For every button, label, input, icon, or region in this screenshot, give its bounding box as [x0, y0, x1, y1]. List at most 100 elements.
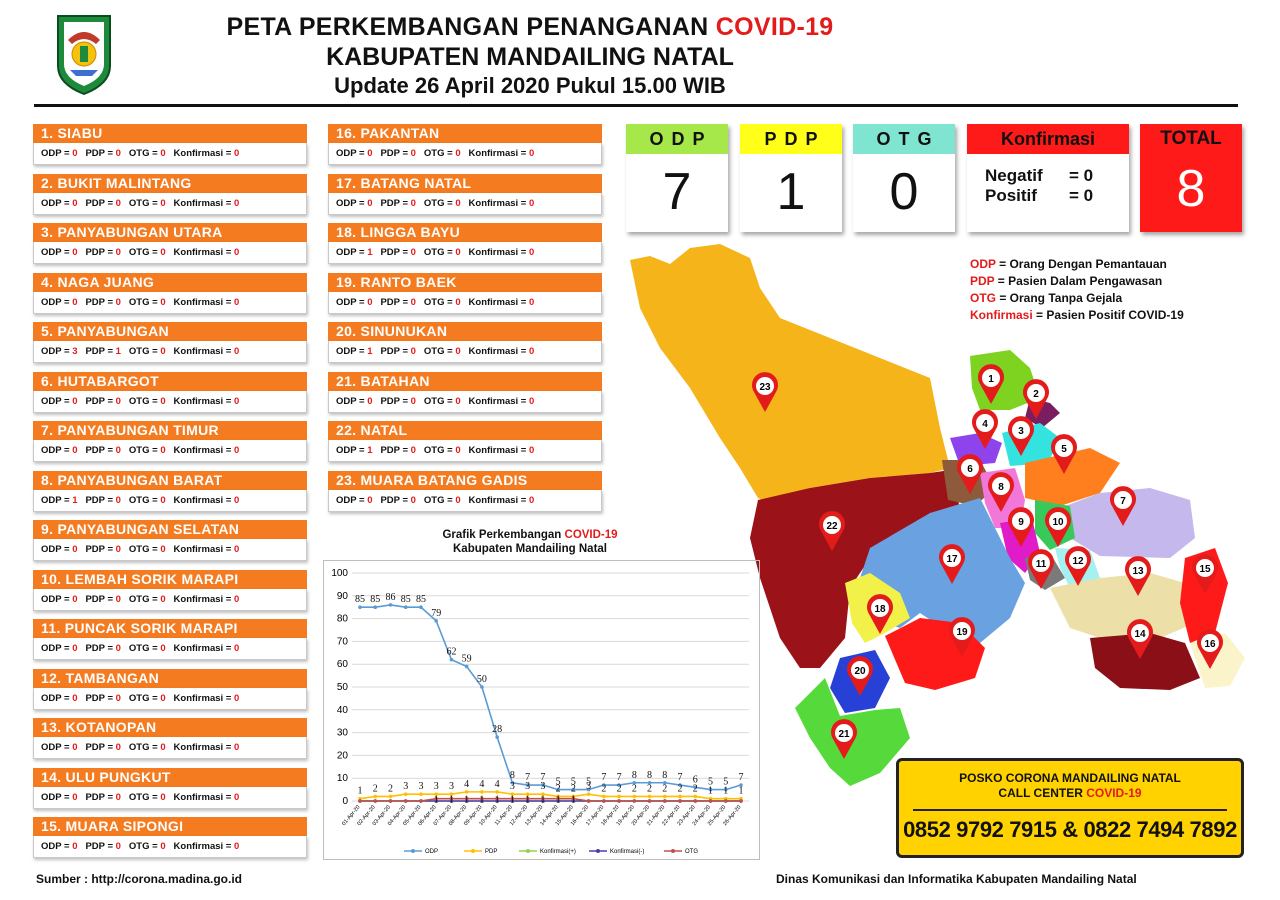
map-marker-9[interactable]: 9: [1008, 507, 1034, 547]
konfirmasi-value: 0: [233, 494, 240, 506]
konfirmasi-value: 0: [233, 692, 240, 704]
district-card: 14. ULU PUNGKUT ODP = 0 PDP = 0 OTG = 0 K…: [33, 767, 307, 809]
pdp-value: 0: [115, 841, 121, 852]
pdp-value: 0: [115, 247, 121, 258]
pdp-value: 0: [410, 346, 416, 357]
call-center-box: POSKO CORONA MANDAILING NATAL CALL CENTE…: [896, 758, 1244, 858]
odp-label: ODP =: [41, 643, 73, 654]
posko-divider: [913, 809, 1227, 811]
data-label: 1: [464, 795, 469, 806]
pdp-label: PDP =: [85, 593, 116, 605]
otg-value: 0: [455, 346, 461, 357]
konfirmasi-value: 0: [233, 395, 240, 407]
legend-term: OTG: [970, 291, 996, 305]
district-card: 9. PANYABUNGAN SELATAN ODP = 0 PDP = 0 OT…: [33, 520, 307, 561]
map-marker-5[interactable]: 5: [1051, 434, 1077, 474]
odp-value: 0: [367, 197, 373, 209]
data-point: [388, 603, 393, 607]
district-card: 21. BATAHAN ODP = 0 PDP = 0 OTG = 0 Konfi…: [328, 371, 602, 413]
district-card: 22. NATAL ODP = 1 PDP = 0 OTG = 0 Konfirm…: [328, 421, 602, 462]
otg-stat-label: OTG: [853, 124, 955, 154]
map-marker-13[interactable]: 13: [1125, 556, 1151, 596]
map-marker-15[interactable]: 15: [1192, 554, 1218, 594]
data-label: 5: [571, 777, 576, 788]
otg-label: OTG =: [423, 148, 456, 159]
y-tick-label: 90: [337, 591, 349, 602]
data-label: 7: [601, 772, 606, 783]
map-marker-16[interactable]: 16: [1197, 629, 1223, 669]
map-marker-20[interactable]: 20: [847, 656, 873, 696]
map-marker-10[interactable]: 10: [1045, 507, 1071, 547]
data-label: 3: [510, 781, 515, 792]
pdp-label: PDP =: [380, 247, 411, 258]
district-card: 5. PANYABUNGAN ODP = 3 PDP = 1 OTG = 0 Ko…: [33, 322, 307, 363]
konfirmasi-value: 0: [233, 841, 240, 852]
y-tick-label: 100: [331, 568, 348, 579]
legend-marker: [671, 849, 675, 853]
konfirmasi-label: Konfirmasi =: [173, 395, 234, 407]
data-point: [556, 787, 560, 792]
map-marker-4[interactable]: 4: [972, 409, 998, 449]
otg-label: OTG =: [128, 494, 161, 506]
map-marker-17[interactable]: 17: [939, 544, 965, 584]
map-marker-11[interactable]: 11: [1028, 549, 1054, 589]
map-marker-22[interactable]: 22: [819, 511, 845, 551]
map-marker-12[interactable]: 12: [1065, 546, 1091, 586]
map-marker-14[interactable]: 14: [1127, 619, 1153, 659]
data-point: [632, 799, 637, 803]
pdp-value: 0: [115, 692, 121, 704]
legend-label: PDP: [485, 849, 497, 855]
map-marker-1[interactable]: 1: [978, 364, 1004, 404]
konfirmasi-label: Konfirmasi =: [173, 346, 234, 357]
source-link[interactable]: Sumber : http://corona.madina.go.id: [36, 872, 243, 886]
map-marker-21[interactable]: 21: [831, 719, 857, 759]
district-name: 6. HUTABARGOT: [33, 371, 307, 391]
otg-label: OTG =: [423, 296, 456, 308]
pdp-label: PDP =: [85, 544, 116, 555]
data-point: [602, 799, 606, 803]
odp-label: ODP =: [41, 247, 73, 258]
konfirmasi-label: Konfirmasi =: [468, 395, 529, 407]
map-marker-2[interactable]: 2: [1023, 379, 1049, 419]
map-marker-label: 4: [982, 419, 988, 430]
pdp-label: PDP =: [85, 692, 116, 704]
data-label: 2: [601, 783, 606, 794]
phone-numbers[interactable]: 0852 9792 7915 & 0822 7494 7892: [903, 817, 1237, 842]
y-tick-label: 70: [337, 636, 349, 647]
data-point: [541, 796, 545, 801]
map-pin-center: [835, 724, 853, 742]
map-pin-center: [756, 377, 774, 395]
data-label: 6: [693, 774, 698, 785]
data-label: 2: [388, 783, 393, 794]
map-marker-8[interactable]: 8: [988, 472, 1014, 512]
otg-value: 0: [160, 742, 166, 753]
map-marker-23[interactable]: 23: [752, 372, 778, 412]
map-marker-3[interactable]: 3: [1008, 416, 1034, 456]
data-point: [480, 790, 484, 794]
map-marker-18[interactable]: 18: [867, 594, 893, 634]
data-point: [678, 794, 682, 799]
data-point: [449, 657, 454, 662]
data-label: 5: [586, 777, 591, 788]
data-label: 86: [385, 592, 395, 603]
odp-stat-label: ODP: [626, 124, 728, 154]
map-marker-6[interactable]: 6: [957, 454, 983, 494]
otg-label: OTG =: [423, 346, 456, 357]
odp-label: ODP =: [336, 395, 368, 407]
legend-label: ODP: [425, 849, 438, 855]
pdp-value: 0: [410, 247, 416, 258]
district-name: 23. MUARA BATANG GADIS: [328, 470, 602, 490]
map-pin-center: [1196, 559, 1214, 577]
pdp-label: PDP =: [380, 148, 411, 159]
legend-desc: = Orang Dengan Pemantauan: [995, 257, 1167, 271]
odp-value: 0: [72, 692, 78, 704]
data-point: [419, 792, 423, 796]
data-point: [464, 796, 469, 801]
pdp-label: PDP =: [380, 197, 411, 209]
data-point: [678, 799, 682, 803]
negatif-value: = 0: [1069, 166, 1094, 185]
map-marker-7[interactable]: 7: [1110, 486, 1136, 526]
data-label: 85: [370, 594, 380, 605]
district-stats: ODP = 1 PDP = 0 OTG = 0 Konfirmasi = 0: [328, 242, 602, 264]
map-marker-19[interactable]: 19: [949, 617, 975, 657]
